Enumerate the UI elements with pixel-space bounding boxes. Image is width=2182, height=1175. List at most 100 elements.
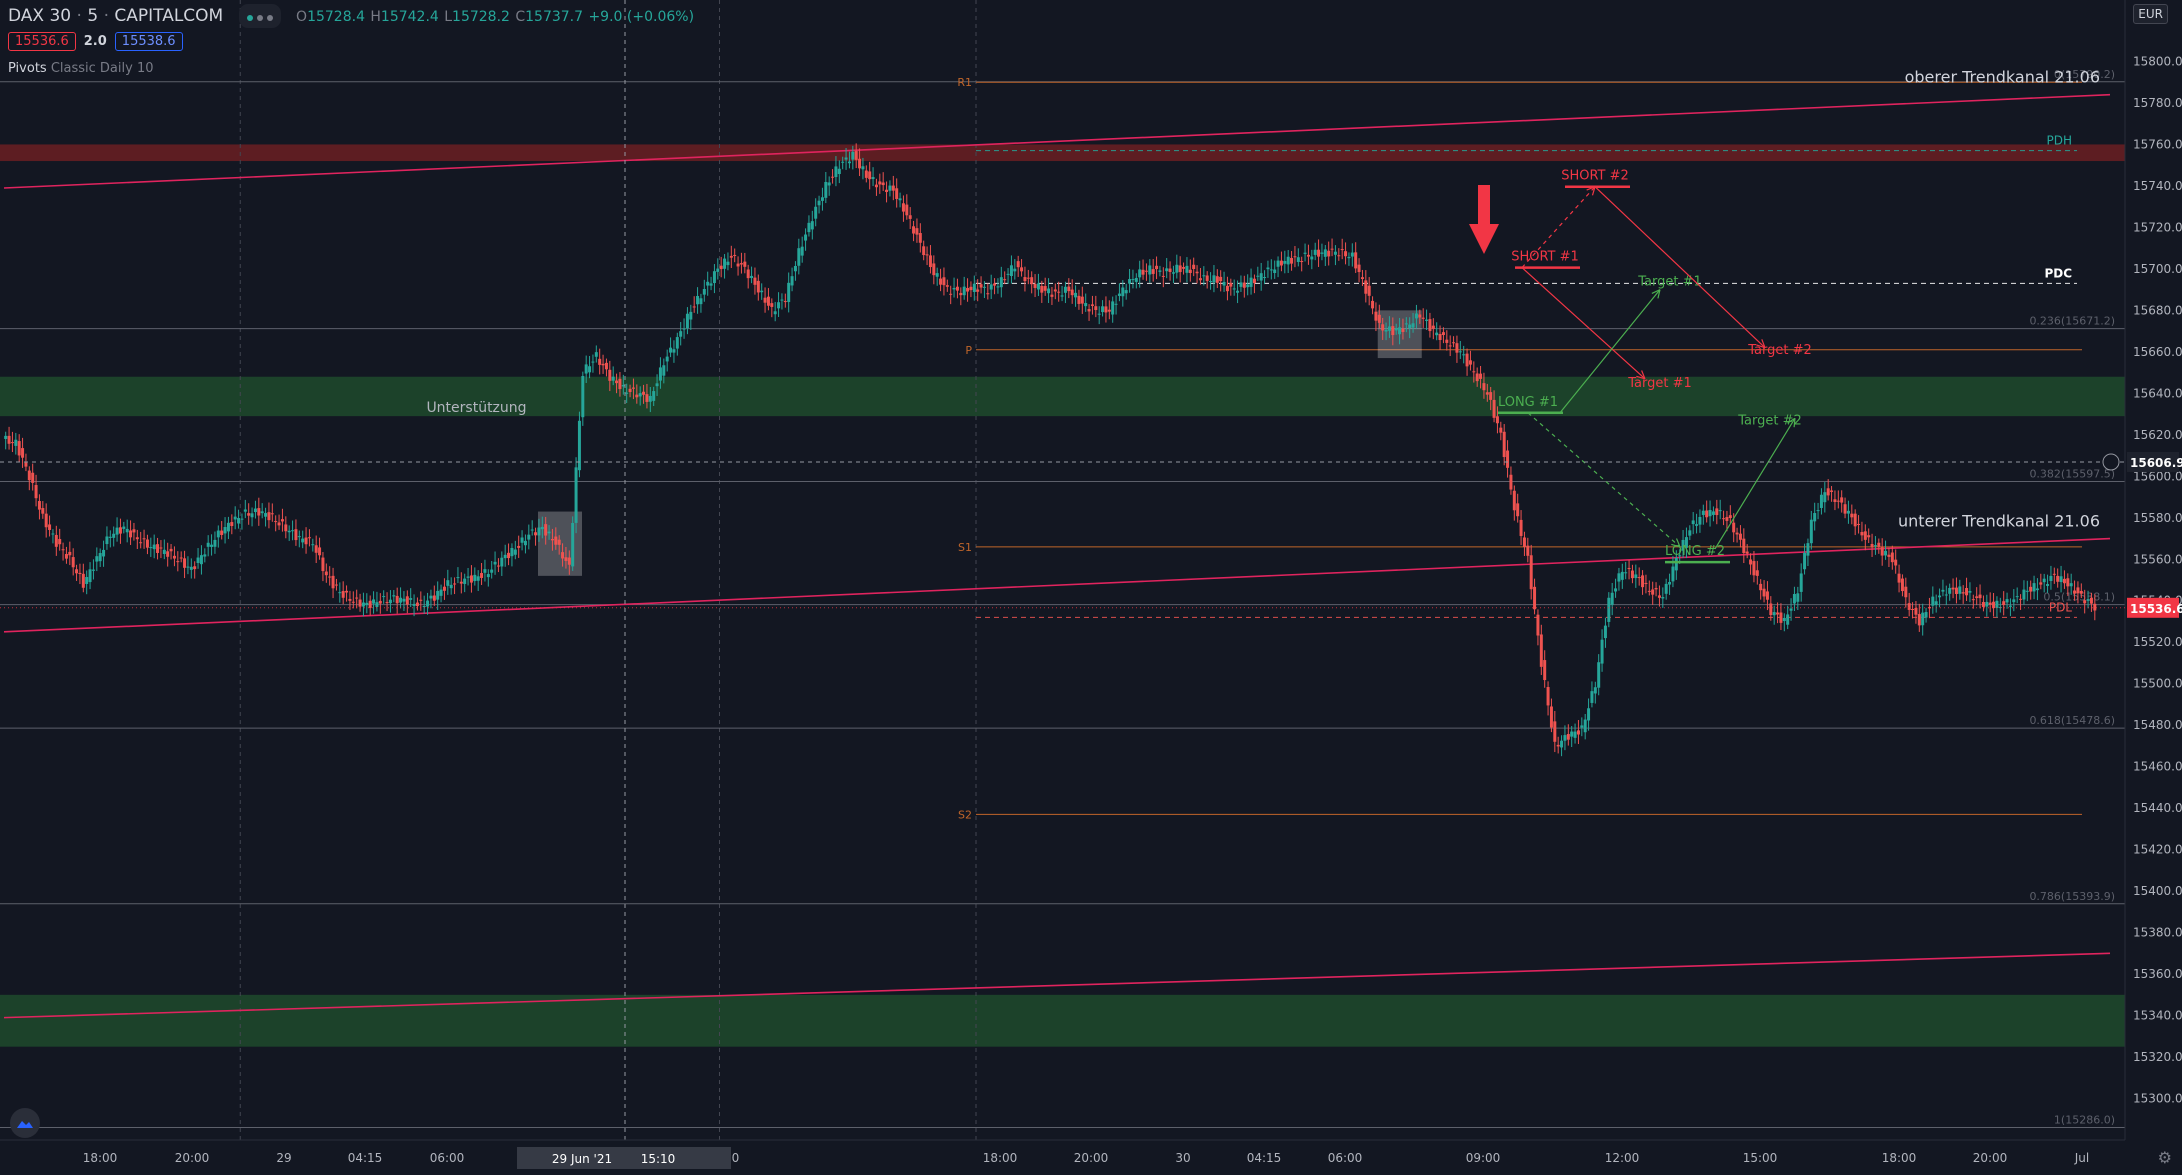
candle-body xyxy=(193,566,197,570)
candle-body xyxy=(1283,260,1287,264)
candle-body xyxy=(999,277,1003,288)
candle-body xyxy=(1293,256,1297,258)
candle-body xyxy=(348,598,352,601)
candle-body xyxy=(51,533,55,535)
candle-body xyxy=(581,376,585,418)
candle-body xyxy=(294,529,298,541)
cloud-logo-icon[interactable] xyxy=(10,1108,40,1138)
candle-body xyxy=(1981,602,1985,607)
candle-body xyxy=(2093,603,2097,611)
trendline-0 xyxy=(3,93,2111,189)
buy-button[interactable]: 15538.6 xyxy=(114,32,183,51)
candle-body xyxy=(1992,601,1996,609)
candle-body xyxy=(557,539,561,545)
indicator-legend[interactable]: Pivots Classic Daily 10 xyxy=(8,61,154,76)
candle-body xyxy=(1067,286,1071,292)
candle-body xyxy=(115,527,119,535)
candle-body xyxy=(719,265,723,270)
candle-body xyxy=(1701,510,1705,515)
candle-body xyxy=(969,286,973,291)
candle-body xyxy=(1192,264,1196,270)
indicator-name: Pivots xyxy=(8,61,47,76)
fib-label-2: 0.382(15597.5) xyxy=(2029,467,2115,480)
candle-body xyxy=(2008,605,2012,607)
candle-body xyxy=(1101,306,1105,313)
candle-body xyxy=(105,536,109,545)
candle-body xyxy=(1627,567,1631,570)
y-tick-label-5: 15400.0 xyxy=(2133,884,2182,898)
candle-body xyxy=(1344,251,1348,257)
currency-badge[interactable]: EUR xyxy=(2133,4,2168,24)
candle-body xyxy=(1310,256,1314,260)
candle-body xyxy=(375,602,379,607)
candle-body xyxy=(736,263,740,267)
candle-body xyxy=(824,181,828,198)
candle-body xyxy=(186,566,190,568)
candle-body xyxy=(341,591,345,598)
candle-body xyxy=(257,508,261,516)
candle-body xyxy=(601,363,605,366)
trade-label-2: Target #1 xyxy=(1637,274,1702,289)
candle-body xyxy=(466,576,470,578)
candle-body xyxy=(476,576,480,581)
candle-body xyxy=(395,595,399,604)
candle-body xyxy=(2042,578,2046,583)
candle-body xyxy=(1263,277,1267,279)
interval[interactable]: 5 xyxy=(87,6,99,26)
candle-body xyxy=(928,255,932,268)
candle-body xyxy=(692,306,696,308)
zone-support-1 xyxy=(0,376,2125,417)
candle-body xyxy=(1090,304,1094,306)
candle-body xyxy=(804,234,808,241)
y-tick-label-13: 15560.0 xyxy=(2133,552,2182,566)
x-tick-label-16: 18:00 xyxy=(1882,1151,1917,1165)
pivot-label-0: R1 xyxy=(957,76,972,89)
candle-body xyxy=(1364,280,1368,294)
candle-body xyxy=(291,530,295,532)
candle-body xyxy=(156,544,160,553)
candle-body xyxy=(503,554,507,559)
candle-body xyxy=(996,286,1000,288)
candle-body xyxy=(1438,333,1442,341)
candle-body xyxy=(1107,309,1111,312)
candle-body xyxy=(1040,285,1044,293)
candle-body xyxy=(1749,559,1753,565)
candle-body xyxy=(81,573,85,588)
candle-body xyxy=(918,233,922,243)
candle-body xyxy=(1242,282,1246,288)
candle-body xyxy=(321,557,325,572)
candle-body xyxy=(793,265,797,272)
candle-body xyxy=(243,509,247,512)
candle-body xyxy=(139,542,143,544)
candle-body xyxy=(766,296,770,306)
candle-body xyxy=(1985,601,1989,607)
candle-body xyxy=(328,576,332,578)
candle-body xyxy=(500,557,504,567)
gear-icon[interactable]: ⚙ xyxy=(2157,1148,2172,1167)
candle-body xyxy=(760,290,764,293)
time-axis-bg xyxy=(0,1140,2125,1175)
candle-body xyxy=(385,602,389,604)
candle-body xyxy=(959,292,963,296)
candle-body xyxy=(1094,306,1098,311)
candle-body xyxy=(571,522,575,567)
close-label: C xyxy=(515,9,526,25)
candle-body xyxy=(1630,570,1634,579)
candle-body xyxy=(334,584,338,586)
fib-label-6: 1(15286.0) xyxy=(2054,1114,2115,1127)
sell-button[interactable]: 15536.6 xyxy=(8,32,76,51)
candle-body xyxy=(233,516,237,520)
candle-body xyxy=(1452,342,1456,344)
trendline-label-0: oberer Trendkanal 21.06 xyxy=(1905,68,2100,87)
candle-body xyxy=(540,526,544,530)
symbol-name[interactable]: DAX 30 xyxy=(8,6,72,26)
candle-body xyxy=(1965,588,1969,596)
candle-body xyxy=(885,189,889,193)
key-level-label-0: PDH xyxy=(2047,134,2073,148)
candle-body xyxy=(952,287,956,290)
candle-body xyxy=(1799,573,1803,592)
candle-body xyxy=(537,527,541,536)
candle-body xyxy=(1884,550,1888,556)
symbol-header[interactable]: DAX 30 · 5 · CAPITALCOM O15728.4 H15742.… xyxy=(8,4,695,28)
